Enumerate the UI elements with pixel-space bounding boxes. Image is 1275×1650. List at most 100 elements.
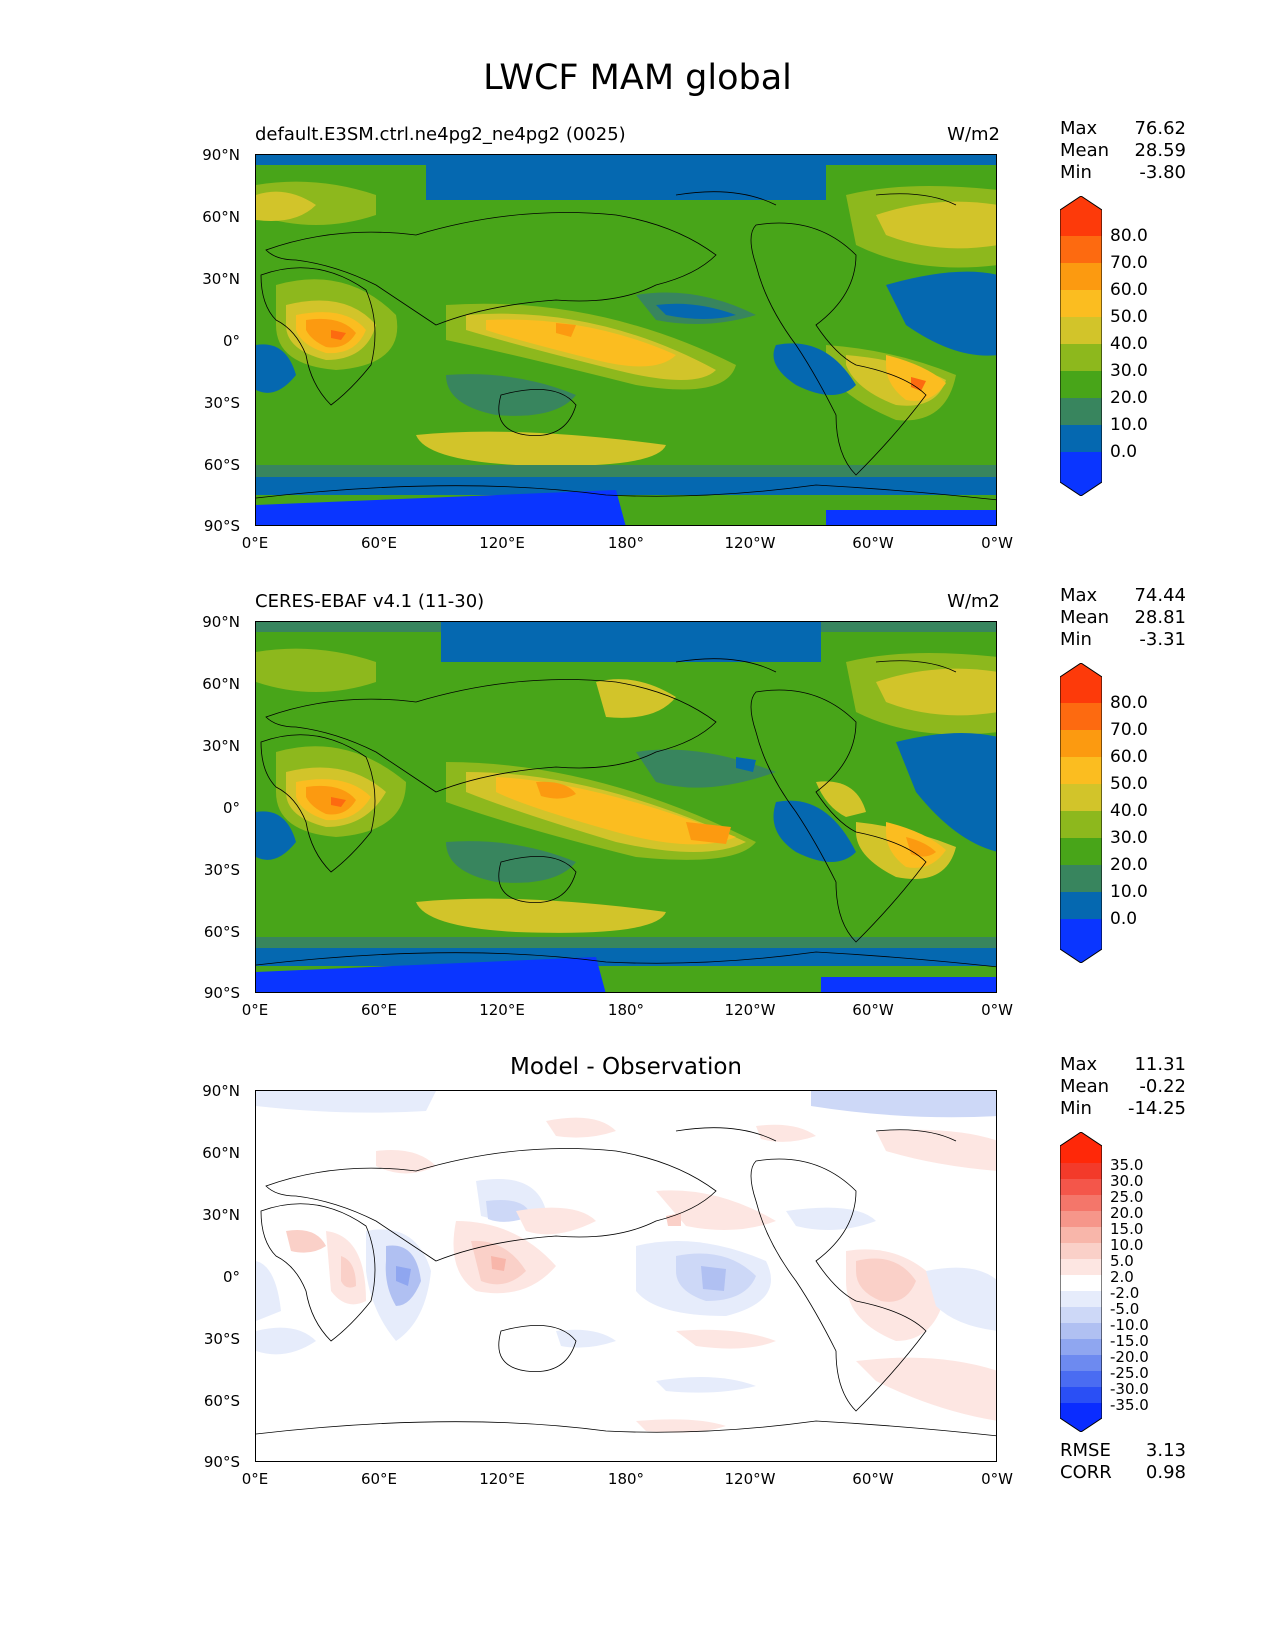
lon-tick-label: 120°E [479,534,525,552]
colorbar-label: 5.0 [1110,1252,1134,1270]
stat-value: -3.31 [1139,629,1186,650]
colorbar-label: 30.0 [1110,1172,1144,1190]
lon-tick-label: 0°W [981,1470,1013,1488]
colorbar-label: 20.0 [1110,1204,1144,1222]
lat-tick-label: 60°N [202,675,240,693]
colorbar-label: 25.0 [1110,1188,1144,1206]
stat-label: Mean [1060,140,1110,161]
lat-tick-label: 30°N [202,270,240,288]
colorbar-label: 0.0 [1110,909,1138,929]
colorbar-label: 30.0 [1110,361,1148,381]
colorbar-label: -35.0 [1110,1396,1149,1414]
lon-tick-label: 0°E [241,1001,269,1019]
colorbar-label: -30.0 [1110,1380,1149,1398]
stat-label: Min [1060,1098,1092,1119]
test-map [255,154,997,526]
lat-tick-label: 60°N [202,1144,240,1162]
lat-tick-label: 90°S [203,1453,240,1471]
colorbar-label: -20.0 [1110,1348,1149,1366]
stat-label: Min [1060,162,1092,183]
colorbar-label: 60.0 [1110,280,1148,300]
test-title: default.E3SM.ctrl.ne4pg2_ne4pg2 (0025) [255,124,626,145]
lat-tick-label: 30°N [202,1206,240,1224]
stat-label: Mean [1060,607,1110,628]
test-colorbar [1060,196,1102,496]
lon-tick-label: 120°W [724,534,776,552]
stat-label: CORR [1060,1462,1112,1483]
lon-tick-label: 0°E [241,1470,269,1488]
difference-stats: Max 11.31 Mean -0.22 Min -14.25 [1060,1054,1186,1120]
lon-tick-label: 0°W [981,534,1013,552]
lat-tick-label: 90°S [203,517,240,535]
lon-tick-label: 60°W [852,1470,894,1488]
lat-tick-label: 30°S [203,394,240,412]
colorbar-label: 10.0 [1110,415,1148,435]
lon-tick-label: 0°W [981,1001,1013,1019]
stat-value: 76.62 [1134,118,1186,139]
colorbar-label: 80.0 [1110,226,1148,246]
colorbar-label: 40.0 [1110,801,1148,821]
colorbar-label: 40.0 [1110,334,1148,354]
colorbar-label: 70.0 [1110,253,1148,273]
colorbar-label: 15.0 [1110,1220,1144,1238]
colorbar-label: 2.0 [1110,1268,1134,1286]
lat-tick-label: 30°S [203,861,240,879]
lon-tick-label: 60°E [360,1001,398,1019]
stat-value: 28.59 [1134,140,1186,161]
lon-tick-label: 120°E [479,1470,525,1488]
lon-tick-label: 60°E [360,534,398,552]
colorbar-label: 20.0 [1110,855,1148,875]
lon-tick-label: 60°W [852,534,894,552]
reference-map [255,621,997,993]
lat-tick-label: 30°N [202,737,240,755]
colorbar-label: 30.0 [1110,828,1148,848]
colorbar-label: 70.0 [1110,720,1148,740]
stat-label: RMSE [1060,1440,1111,1461]
test-units: W/m2 [947,124,1000,145]
reference-colorbar [1060,663,1102,963]
test-panel: default.E3SM.ctrl.ne4pg2_ne4pg2 (0025) W… [0,118,1275,568]
stat-label: Max [1060,585,1098,606]
stat-value: -0.22 [1139,1076,1186,1097]
lat-tick-label: 90°N [202,146,240,164]
lat-tick-label: 60°S [203,456,240,474]
lat-tick-label: 30°S [203,1330,240,1348]
lon-tick-label: 60°W [852,1001,894,1019]
colorbar-label: -25.0 [1110,1364,1149,1382]
lon-tick-label: 0°E [241,534,269,552]
test-stats: Max 76.62 Mean 28.59 Min -3.80 [1060,118,1186,184]
lon-tick-label: 120°W [724,1001,776,1019]
colorbar-label: 80.0 [1110,693,1148,713]
stat-value: -3.80 [1139,162,1186,183]
colorbar-label: -10.0 [1110,1316,1149,1334]
colorbar-label: 10.0 [1110,1236,1144,1254]
lat-tick-label: 60°S [203,1392,240,1410]
lon-tick-label: 120°E [479,1001,525,1019]
lat-tick-label: 0° [222,1268,240,1286]
lat-tick-label: 90°S [203,984,240,1002]
lon-tick-label: 180° [607,534,645,552]
stat-value: 0.98 [1145,1462,1186,1483]
lon-tick-label: 180° [607,1001,645,1019]
stat-label: Mean [1060,1076,1110,1097]
colorbar-label: 0.0 [1110,442,1138,462]
lon-tick-label: 120°W [724,1470,776,1488]
lon-tick-label: 180° [607,1470,645,1488]
reference-stats: Max 74.44 Mean 28.81 Min -3.31 [1060,585,1186,651]
colorbar-label: 20.0 [1110,388,1148,408]
colorbar-label: -15.0 [1110,1332,1149,1350]
stat-label: Min [1060,629,1092,650]
colorbar-label: 35.0 [1110,1156,1144,1174]
reference-panel: CERES-EBAF v4.1 (11-30) W/m2 [0,585,1275,1035]
colorbar-label: -5.0 [1110,1300,1140,1318]
difference-panel: Model - Observation [0,1054,1275,1504]
lat-tick-label: 0° [222,799,240,817]
stat-value: 74.44 [1134,585,1186,606]
difference-map [255,1090,997,1462]
stat-value: 3.13 [1145,1440,1186,1461]
figure-title: LWCF MAM global [483,58,792,98]
stat-label: Max [1060,118,1098,139]
lat-tick-label: 90°N [202,1082,240,1100]
stat-label: Max [1060,1054,1098,1075]
reference-units: W/m2 [947,591,1000,612]
